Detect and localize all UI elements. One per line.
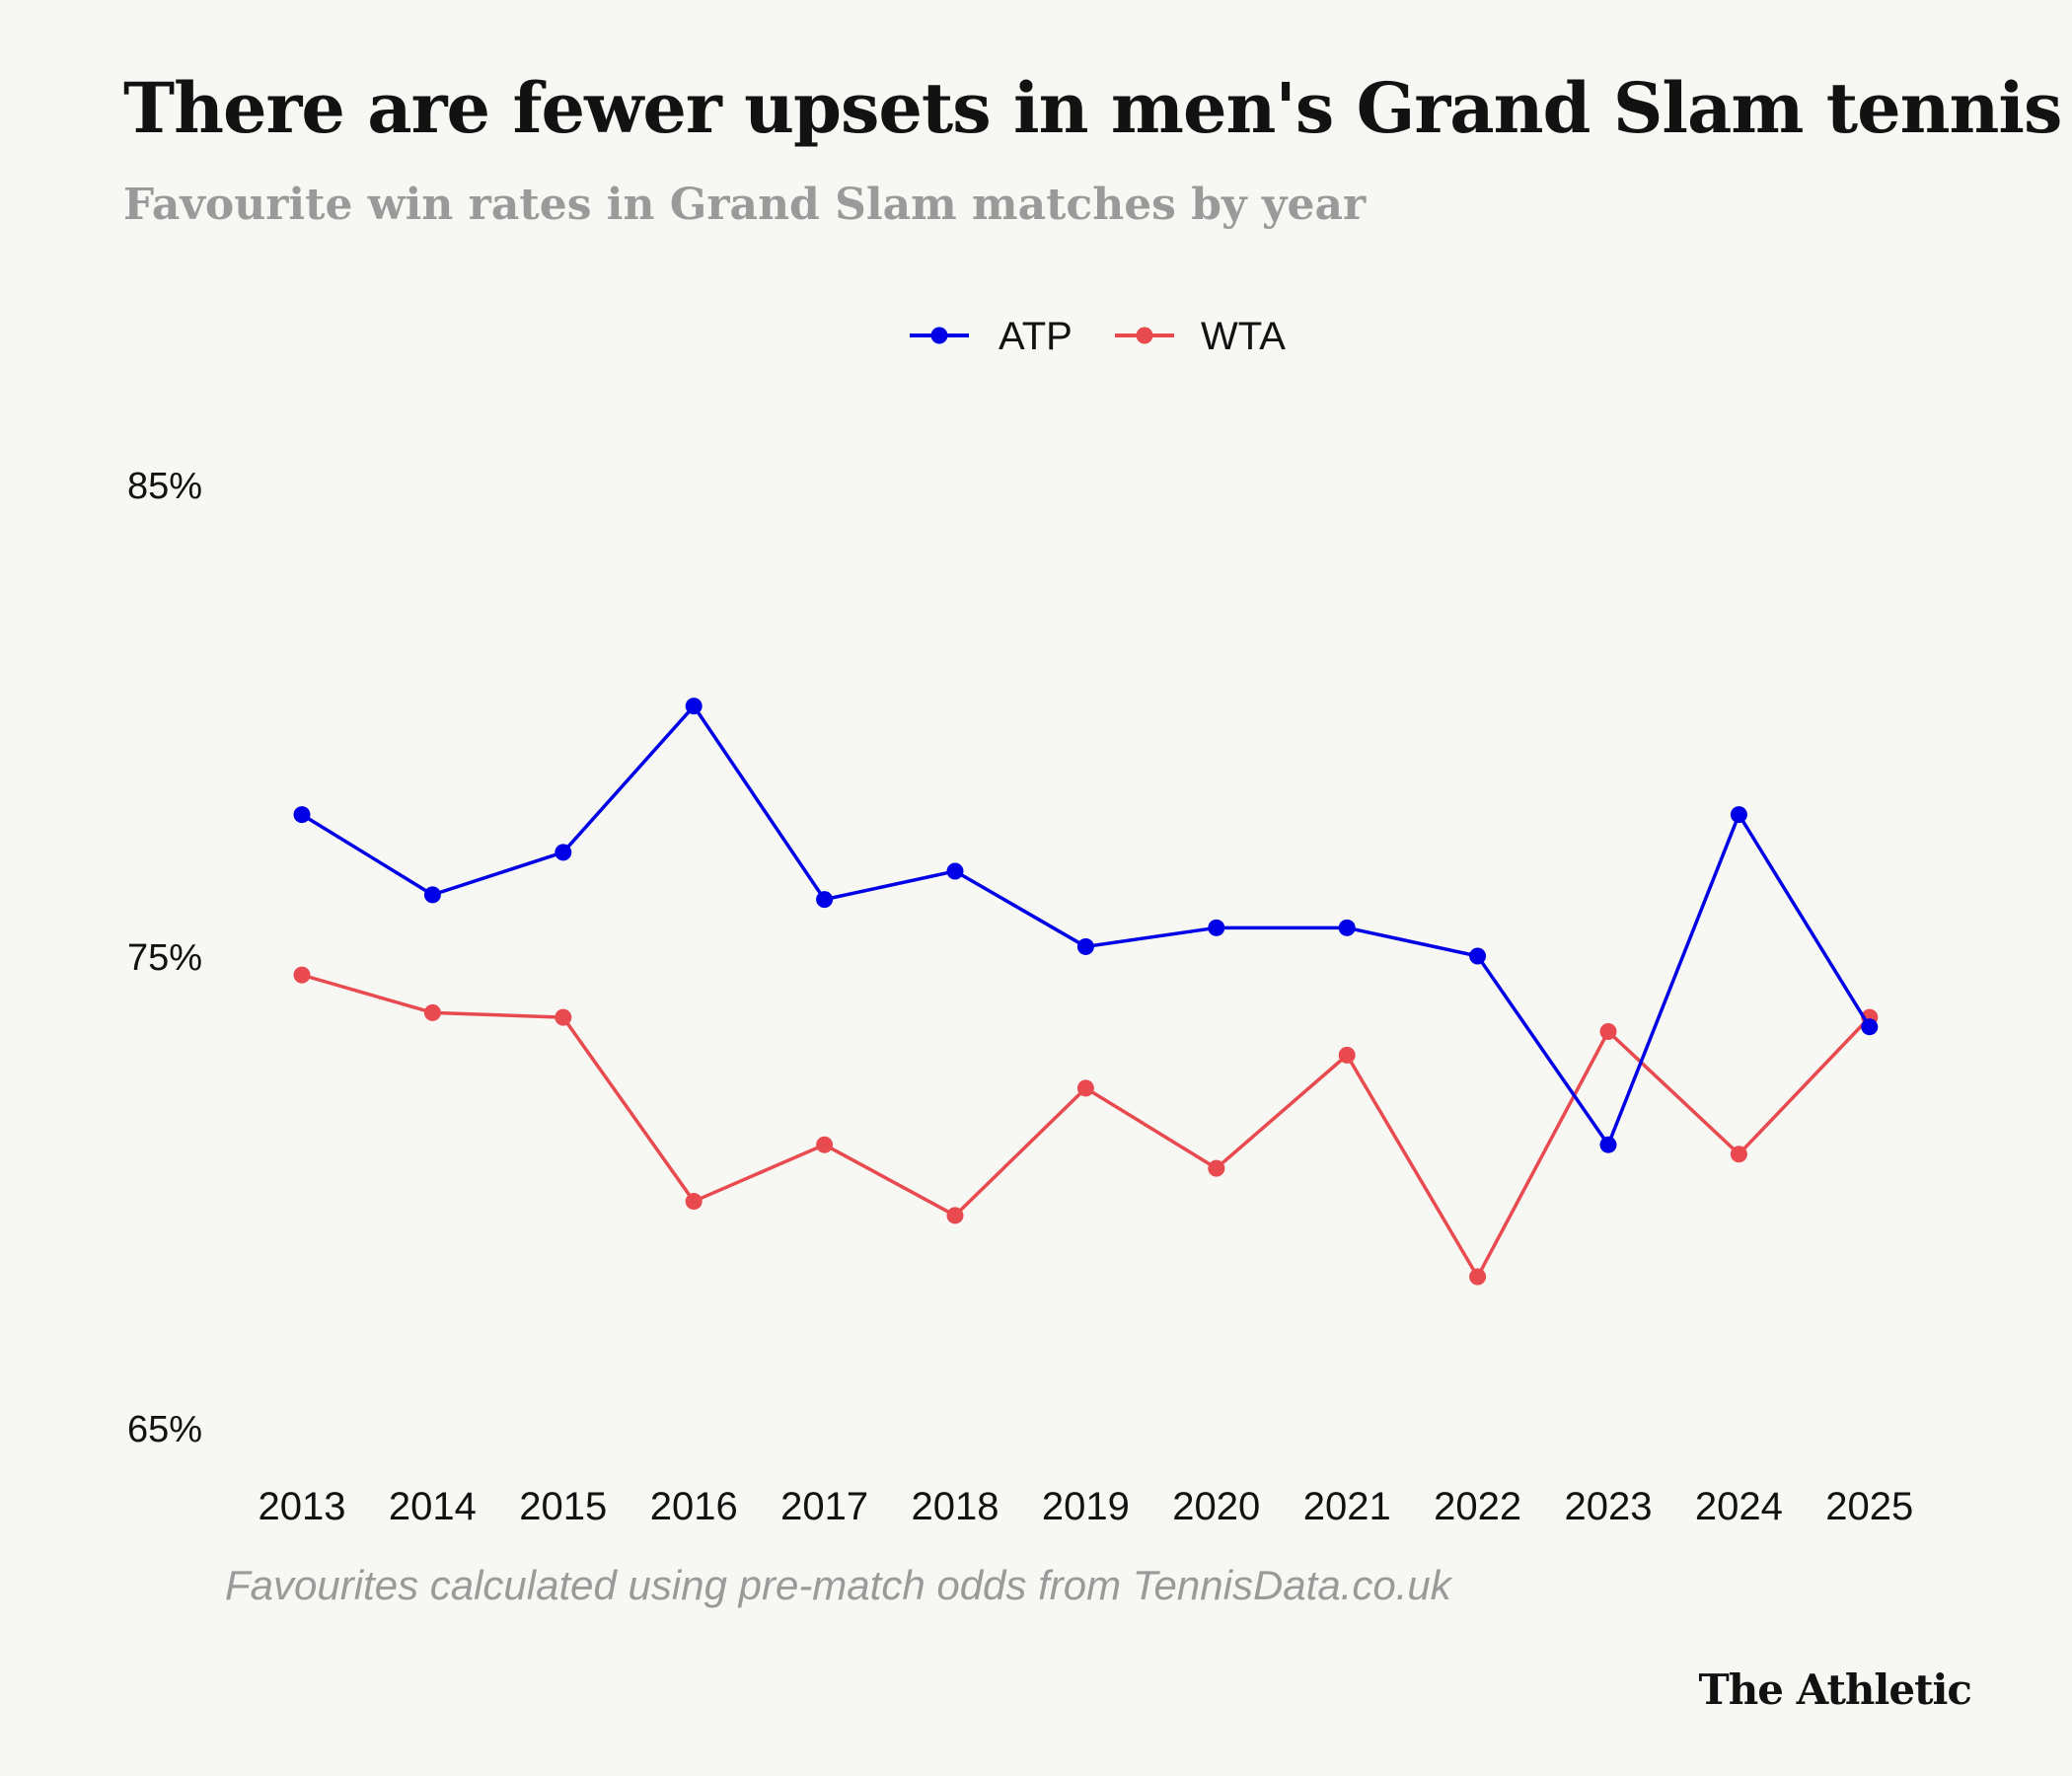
data-point-wta-2018 (946, 1207, 964, 1224)
data-point-atp-2017 (816, 891, 834, 909)
data-point-atp-2023 (1599, 1136, 1617, 1153)
series-line-wta (300, 973, 1872, 1279)
data-point-wta-2020 (1208, 1159, 1225, 1177)
data-point-wta-2013 (293, 966, 311, 984)
data-point-wta-2017 (816, 1136, 834, 1153)
data-point-atp-2024 (1730, 806, 1747, 824)
y-tick-label: 65% (127, 1409, 202, 1450)
data-point-atp-2022 (1469, 947, 1487, 965)
x-tick-label: 2015 (519, 1485, 607, 1528)
brand-logo: The Athletic (1698, 1665, 1972, 1714)
x-tick-label: 2016 (650, 1485, 738, 1528)
x-tick-label: 2017 (780, 1485, 868, 1528)
data-point-wta-2023 (1599, 1022, 1617, 1040)
data-point-atp-2015 (555, 844, 572, 861)
x-tick-label: 2022 (1434, 1485, 1521, 1528)
y-tick-label: 85% (127, 466, 202, 507)
data-point-wta-2014 (423, 1003, 441, 1021)
data-point-atp-2020 (1208, 919, 1225, 936)
x-tick-label: 2014 (389, 1485, 477, 1528)
legend-marker (930, 327, 948, 344)
chart-subtitle: Favourite win rates in Grand Slam matche… (123, 180, 1367, 230)
data-point-atp-2018 (946, 862, 964, 880)
legend-item-atp: ATP (910, 315, 1073, 358)
data-point-wta-2015 (555, 1008, 572, 1026)
x-tick-label: 2021 (1303, 1485, 1391, 1528)
data-point-atp-2019 (1076, 937, 1094, 955)
legend-marker (1136, 327, 1153, 344)
x-tick-label: 2013 (259, 1485, 346, 1528)
data-point-atp-2016 (685, 698, 703, 715)
data-point-wta-2019 (1076, 1079, 1094, 1097)
data-point-atp-2021 (1338, 919, 1356, 936)
source-note: Favourites calculated using pre-match od… (225, 1562, 1451, 1608)
legend-label: WTA (1201, 315, 1286, 358)
x-tick-label: 2019 (1042, 1485, 1130, 1528)
data-point-atp-2014 (423, 886, 441, 904)
legend-item-wta: WTA (1115, 315, 1286, 358)
x-tick-label: 2020 (1172, 1485, 1260, 1528)
data-point-wta-2016 (685, 1193, 703, 1211)
series-atp (293, 698, 1879, 1153)
data-point-wta-2021 (1338, 1046, 1356, 1064)
x-tick-label: 2018 (912, 1485, 999, 1528)
x-tick-label: 2024 (1695, 1485, 1783, 1528)
data-point-wta-2022 (1469, 1268, 1487, 1286)
x-tick-label: 2025 (1825, 1485, 1913, 1528)
y-tick-label: 75% (127, 937, 202, 979)
chart-title: There are fewer upsets in men's Grand Sl… (123, 67, 2062, 149)
data-point-atp-2025 (1861, 1018, 1879, 1036)
data-point-atp-2013 (293, 806, 311, 824)
series-line-atp (300, 703, 1872, 1147)
legend-label: ATP (999, 315, 1073, 358)
series-wta (293, 966, 1879, 1286)
x-tick-label: 2023 (1565, 1485, 1653, 1528)
data-point-wta-2024 (1730, 1146, 1747, 1163)
